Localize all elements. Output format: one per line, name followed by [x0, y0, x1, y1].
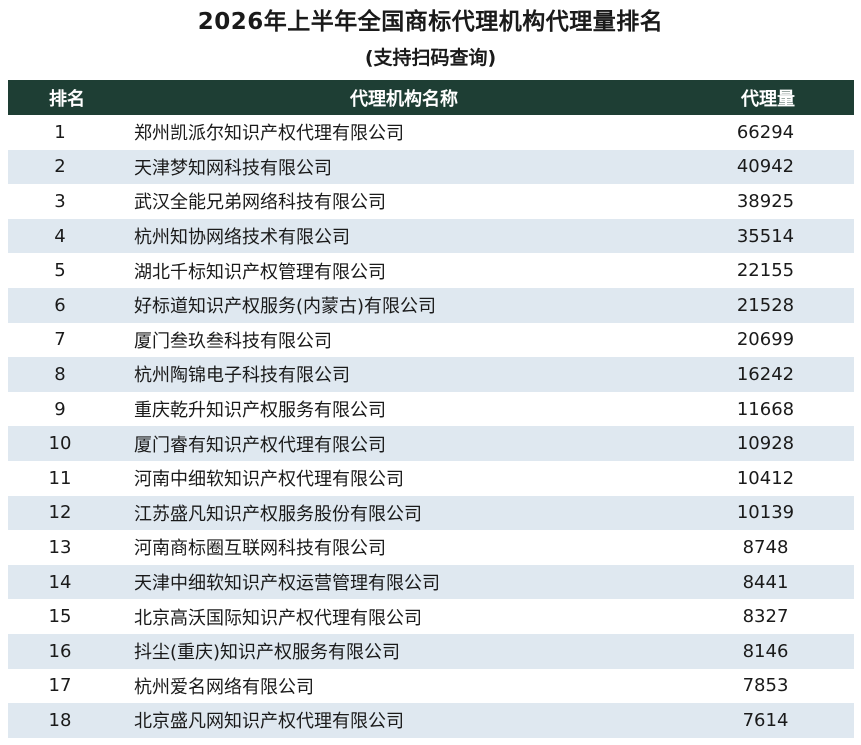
- agency-name-cell: 北京高沃国际知识产权代理有限公司: [134, 607, 422, 629]
- agency-count-cell: 7614: [682, 703, 854, 738]
- agency-count-cell: 66294: [736, 121, 795, 143]
- agency-name-cell: 河南中细软知识产权代理有限公司: [134, 469, 404, 491]
- agency-count-cell: 8441: [682, 564, 854, 600]
- agency-name-cell: 厦门叁玖叁科技有限公司: [134, 330, 332, 352]
- agency-count-cell: 22155: [736, 260, 795, 282]
- rank-cell: 1: [54, 121, 66, 143]
- rank-cell: 17: [48, 675, 72, 697]
- rank-cell: 9: [54, 398, 66, 420]
- agency-count-cell: 10412: [736, 467, 795, 489]
- agency-name-cell: 杭州爱名网络有限公司: [134, 676, 314, 698]
- agency-name-cell: 重庆乾升知识产权服务有限公司: [134, 400, 386, 422]
- table-row: 12 江苏盛凡知识产权服务股份有限公司 10139: [8, 495, 854, 531]
- agency-name-cell: 杭州知协网络技术有限公司: [126, 218, 682, 254]
- table-row: 6 好标道知识产权服务(内蒙古)有限公司 21528: [8, 287, 854, 323]
- table-row: 2 天津梦知网科技有限公司 40942: [8, 149, 854, 185]
- rank-cell: 5: [54, 260, 66, 282]
- agency-count-cell: 11668: [736, 398, 795, 420]
- table-row: 14 天津中细软知识产权运营管理有限公司 8441: [8, 564, 854, 600]
- rank-cell: 8: [8, 357, 126, 392]
- rank-cell: 12: [8, 495, 126, 531]
- agency-count-cell: 40942: [682, 149, 854, 185]
- rank-cell: 10: [8, 426, 126, 461]
- agency-count-cell: 8748: [742, 536, 789, 558]
- agency-name-cell: 杭州陶锦电子科技有限公司: [126, 357, 682, 392]
- table-row: 10 厦门睿有知识产权代理有限公司 10928: [8, 426, 854, 461]
- rank-cell: 14: [8, 564, 126, 600]
- table-header: 排名 代理机构名称 代理量: [8, 80, 854, 115]
- table-row: 13 河南商标圈互联网科技有限公司 8748: [8, 530, 854, 565]
- header-agency-name: 代理机构名称: [126, 80, 682, 115]
- agency-name-cell: 抖尘(重庆)知识产权服务有限公司: [126, 633, 682, 669]
- rank-cell: 3: [54, 190, 66, 212]
- table-row: 9 重庆乾升知识产权服务有限公司 11668: [8, 392, 854, 427]
- table-row: 3 武汉全能兄弟网络科技有限公司 38925: [8, 184, 854, 219]
- table-row: 1 郑州凯派尔知识产权代理有限公司 66294: [8, 115, 854, 150]
- table-row: 18 北京盛凡网知识产权代理有限公司 7614: [8, 703, 854, 738]
- agency-name-cell: 郑州凯派尔知识产权代理有限公司: [134, 123, 404, 145]
- agency-count-cell: 21528: [682, 287, 854, 323]
- agency-name-cell: 厦门睿有知识产权代理有限公司: [126, 426, 682, 461]
- agency-name-cell: 北京盛凡网知识产权代理有限公司: [126, 703, 682, 738]
- page-title: 2026年上半年全国商标代理机构代理量排名: [197, 9, 664, 35]
- rank-cell: 13: [48, 536, 72, 558]
- agency-count-cell: 7853: [742, 675, 789, 697]
- agency-name-cell: 天津中细软知识产权运营管理有限公司: [126, 564, 682, 600]
- rank-cell: 7: [54, 329, 66, 351]
- agency-name-cell: 河南商标圈互联网科技有限公司: [134, 538, 386, 560]
- agency-count-cell: 10139: [682, 495, 854, 531]
- header-row: 排名 代理机构名称 代理量: [8, 80, 854, 115]
- table-row: 4 杭州知协网络技术有限公司 35514: [8, 218, 854, 254]
- agency-count-cell: 16242: [682, 357, 854, 392]
- agency-name-cell: 好标道知识产权服务(内蒙古)有限公司: [126, 287, 682, 323]
- rank-cell: 16: [8, 633, 126, 669]
- ranking-table: 排名 代理机构名称 代理量 1 郑州凯派尔知识产权代理有限公司 66294 2 …: [8, 80, 854, 738]
- table-body: 1 郑州凯派尔知识产权代理有限公司 66294 2 天津梦知网科技有限公司 40…: [8, 115, 854, 738]
- agency-name-cell: 武汉全能兄弟网络科技有限公司: [134, 192, 386, 214]
- rank-cell: 15: [48, 606, 72, 628]
- table-row: 7 厦门叁玖叁科技有限公司 20699: [8, 323, 854, 358]
- table-row: 15 北京高沃国际知识产权代理有限公司 8327: [8, 599, 854, 634]
- agency-count-cell: 20699: [736, 329, 795, 351]
- rank-cell: 18: [8, 703, 126, 738]
- agency-count-cell: 35514: [682, 218, 854, 254]
- table-row: 8 杭州陶锦电子科技有限公司 16242: [8, 357, 854, 392]
- table-row: 16 抖尘(重庆)知识产权服务有限公司 8146: [8, 633, 854, 669]
- agency-name-cell: 湖北千标知识产权管理有限公司: [134, 261, 386, 283]
- agency-count-cell: 8146: [682, 633, 854, 669]
- header-rank: 排名: [8, 80, 126, 115]
- table-row: 17 杭州爱名网络有限公司 7853: [8, 669, 854, 704]
- header-agency-count: 代理量: [682, 80, 854, 115]
- rank-cell: 2: [8, 149, 126, 185]
- rank-cell: 6: [8, 287, 126, 323]
- agency-name-cell: 天津梦知网科技有限公司: [126, 149, 682, 185]
- rank-cell: 11: [48, 467, 72, 489]
- page-subtitle: (支持扫码查询): [364, 47, 497, 69]
- table-row: 11 河南中细软知识产权代理有限公司 10412: [8, 461, 854, 496]
- agency-count-cell: 10928: [682, 426, 854, 461]
- table-row: 5 湖北千标知识产权管理有限公司 22155: [8, 253, 854, 288]
- agency-name-cell: 江苏盛凡知识产权服务股份有限公司: [126, 495, 682, 531]
- agency-count-cell: 38925: [736, 190, 795, 212]
- rank-cell: 4: [8, 218, 126, 254]
- agency-count-cell: 8327: [742, 606, 789, 628]
